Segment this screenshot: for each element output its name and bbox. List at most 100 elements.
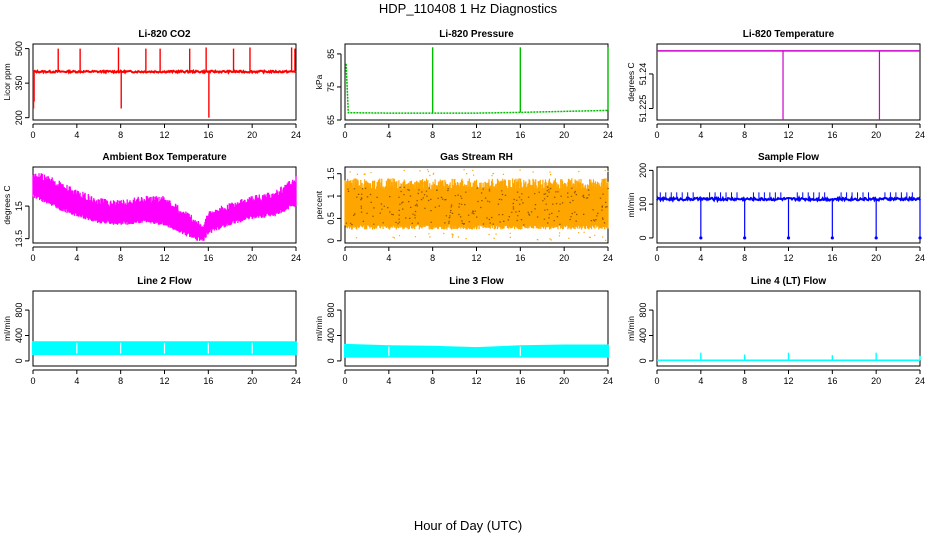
x-tick-label: 0: [342, 376, 347, 386]
x-axis-title: Hour of Day (UTC): [413, 518, 523, 533]
panel-title: Ambient Box Temperature: [102, 152, 227, 163]
y-tick-label: 75: [326, 82, 336, 92]
x-tick-label: 16: [515, 130, 525, 140]
x-tick-label: 0: [342, 253, 347, 263]
y-tick-label: 800: [326, 303, 336, 318]
y-tick-label: 500: [14, 41, 24, 56]
plot-frame: [344, 43, 609, 121]
x-tick-label: 4: [386, 376, 391, 386]
drop-point: [786, 236, 791, 240]
x-tick-label: 20: [871, 130, 881, 140]
drop-point: [830, 236, 834, 240]
x-tick-label: 12: [471, 253, 481, 263]
y-tick-label: 0: [638, 358, 648, 363]
y-axis-label: ml/min: [2, 316, 12, 341]
x-tick-label: 24: [603, 253, 613, 263]
x-tick-label: 24: [915, 130, 925, 140]
drop-point: [874, 236, 878, 240]
x-tick-label: 12: [471, 376, 481, 386]
x-tick-label: 8: [430, 376, 435, 386]
x-tick-label: 12: [783, 376, 793, 386]
y-axis-label: kPa: [314, 74, 324, 89]
y-axis-label: ml/min: [626, 316, 636, 341]
x-tick-label: 24: [915, 376, 925, 386]
panel-9: Line 4 (LT) Flow ml/min 0 4 8 12 16 20 24 0 400 800: [626, 276, 925, 386]
y-axis-label: ml/min: [314, 316, 324, 341]
y-tick-label: 85: [326, 49, 336, 59]
plot-frame: [32, 43, 297, 121]
y-tick-label: 800: [14, 303, 24, 318]
x-tick-label: 8: [742, 253, 747, 263]
drop-point: [918, 236, 922, 240]
x-tick-label: 0: [654, 130, 659, 140]
x-tick-label: 12: [159, 130, 169, 140]
y-tick-label: 0: [14, 358, 24, 363]
x-tick-label: 20: [871, 253, 881, 263]
x-tick-label: 12: [159, 253, 169, 263]
drop-point: [699, 236, 703, 240]
panel-4: Ambient Box Temperature degrees C 0 4 8 12 16 2…: [2, 152, 301, 263]
x-tick-label: 8: [430, 130, 435, 140]
y-tick-label: 1: [326, 194, 336, 199]
y-tick-label: 0: [638, 235, 648, 240]
x-tick-label: 4: [698, 130, 703, 140]
x-tick-label: 12: [783, 130, 793, 140]
y-axis-label: degrees C: [626, 62, 636, 101]
x-tick-label: 8: [742, 376, 747, 386]
y-tick-label: 200: [638, 163, 648, 178]
panel-7: Line 2 Flow ml/min 0 4 8 12 16 20 24 0 400 800: [2, 276, 301, 386]
x-tick-label: 0: [30, 376, 35, 386]
x-tick-label: 24: [603, 376, 613, 386]
x-tick-label: 0: [30, 130, 35, 140]
y-axis-label: Licor ppm: [2, 63, 12, 100]
y-tick-label: 100: [638, 197, 648, 212]
y-tick-label: 400: [638, 328, 648, 343]
y-axis-label: percent: [314, 190, 324, 219]
x-tick-label: 24: [291, 376, 301, 386]
x-tick-label: 16: [203, 253, 213, 263]
x-tick-label: 24: [915, 253, 925, 263]
x-tick-label: 16: [827, 253, 837, 263]
x-tick-label: 4: [698, 253, 703, 263]
y-tick-label: 350: [14, 76, 24, 91]
x-tick-label: 20: [247, 253, 257, 263]
series-envelope: [32, 173, 297, 241]
panel-title: Sample Flow: [758, 152, 819, 163]
x-tick-label: 20: [559, 130, 569, 140]
x-tick-label: 0: [654, 253, 659, 263]
panel-title: Li-820 CO2: [138, 29, 191, 40]
x-tick-label: 0: [342, 130, 347, 140]
y-tick-label: 200: [14, 110, 24, 125]
x-tick-label: 12: [471, 130, 481, 140]
plot-frame: [656, 43, 921, 121]
series-points: [344, 178, 609, 230]
panel-3: Li-820 Temperature degrees C 0 4 8 12 16 20 24 51…: [626, 29, 925, 140]
y-tick-label: 0.5: [326, 212, 336, 225]
panel-title: Line 2 Flow: [137, 276, 192, 287]
x-tick-label: 4: [74, 130, 79, 140]
series-outliers: [349, 169, 609, 241]
x-tick-label: 16: [827, 130, 837, 140]
plot-frame: [32, 290, 297, 367]
x-tick-label: 0: [654, 376, 659, 386]
y-axis-label: ml/min: [626, 192, 636, 217]
panel-title: Li-820 Temperature: [743, 29, 835, 40]
x-tick-label: 16: [515, 253, 525, 263]
x-tick-label: 0: [30, 253, 35, 263]
drop-point: [743, 236, 747, 240]
x-tick-label: 8: [118, 130, 123, 140]
x-tick-label: 4: [698, 376, 703, 386]
panel-title: Gas Stream RH: [440, 152, 513, 163]
x-tick-label: 16: [827, 376, 837, 386]
panel-5: Gas Stream RH percent 0 4 8 12 16 20 24 0 0.5 1 1.5: [314, 152, 613, 263]
plot-frame: [656, 290, 921, 367]
panel-8: Line 3 Flow ml/min 0 4 8 12 16 20 24 0 400 800: [314, 276, 613, 386]
x-tick-label: 8: [118, 376, 123, 386]
panel-2: Li-820 Pressure kPa 0 4 8 12 16 20 24 65 75 85: [314, 29, 613, 140]
x-tick-label: 20: [871, 376, 881, 386]
series-line: [32, 68, 297, 75]
x-tick-label: 24: [291, 253, 301, 263]
y-tick-label: 0: [326, 358, 336, 363]
x-tick-label: 24: [291, 130, 301, 140]
panel-1: Li-820 CO2 Licor ppm 0 4 8 12 16 20 24 200 350 500: [2, 29, 301, 140]
